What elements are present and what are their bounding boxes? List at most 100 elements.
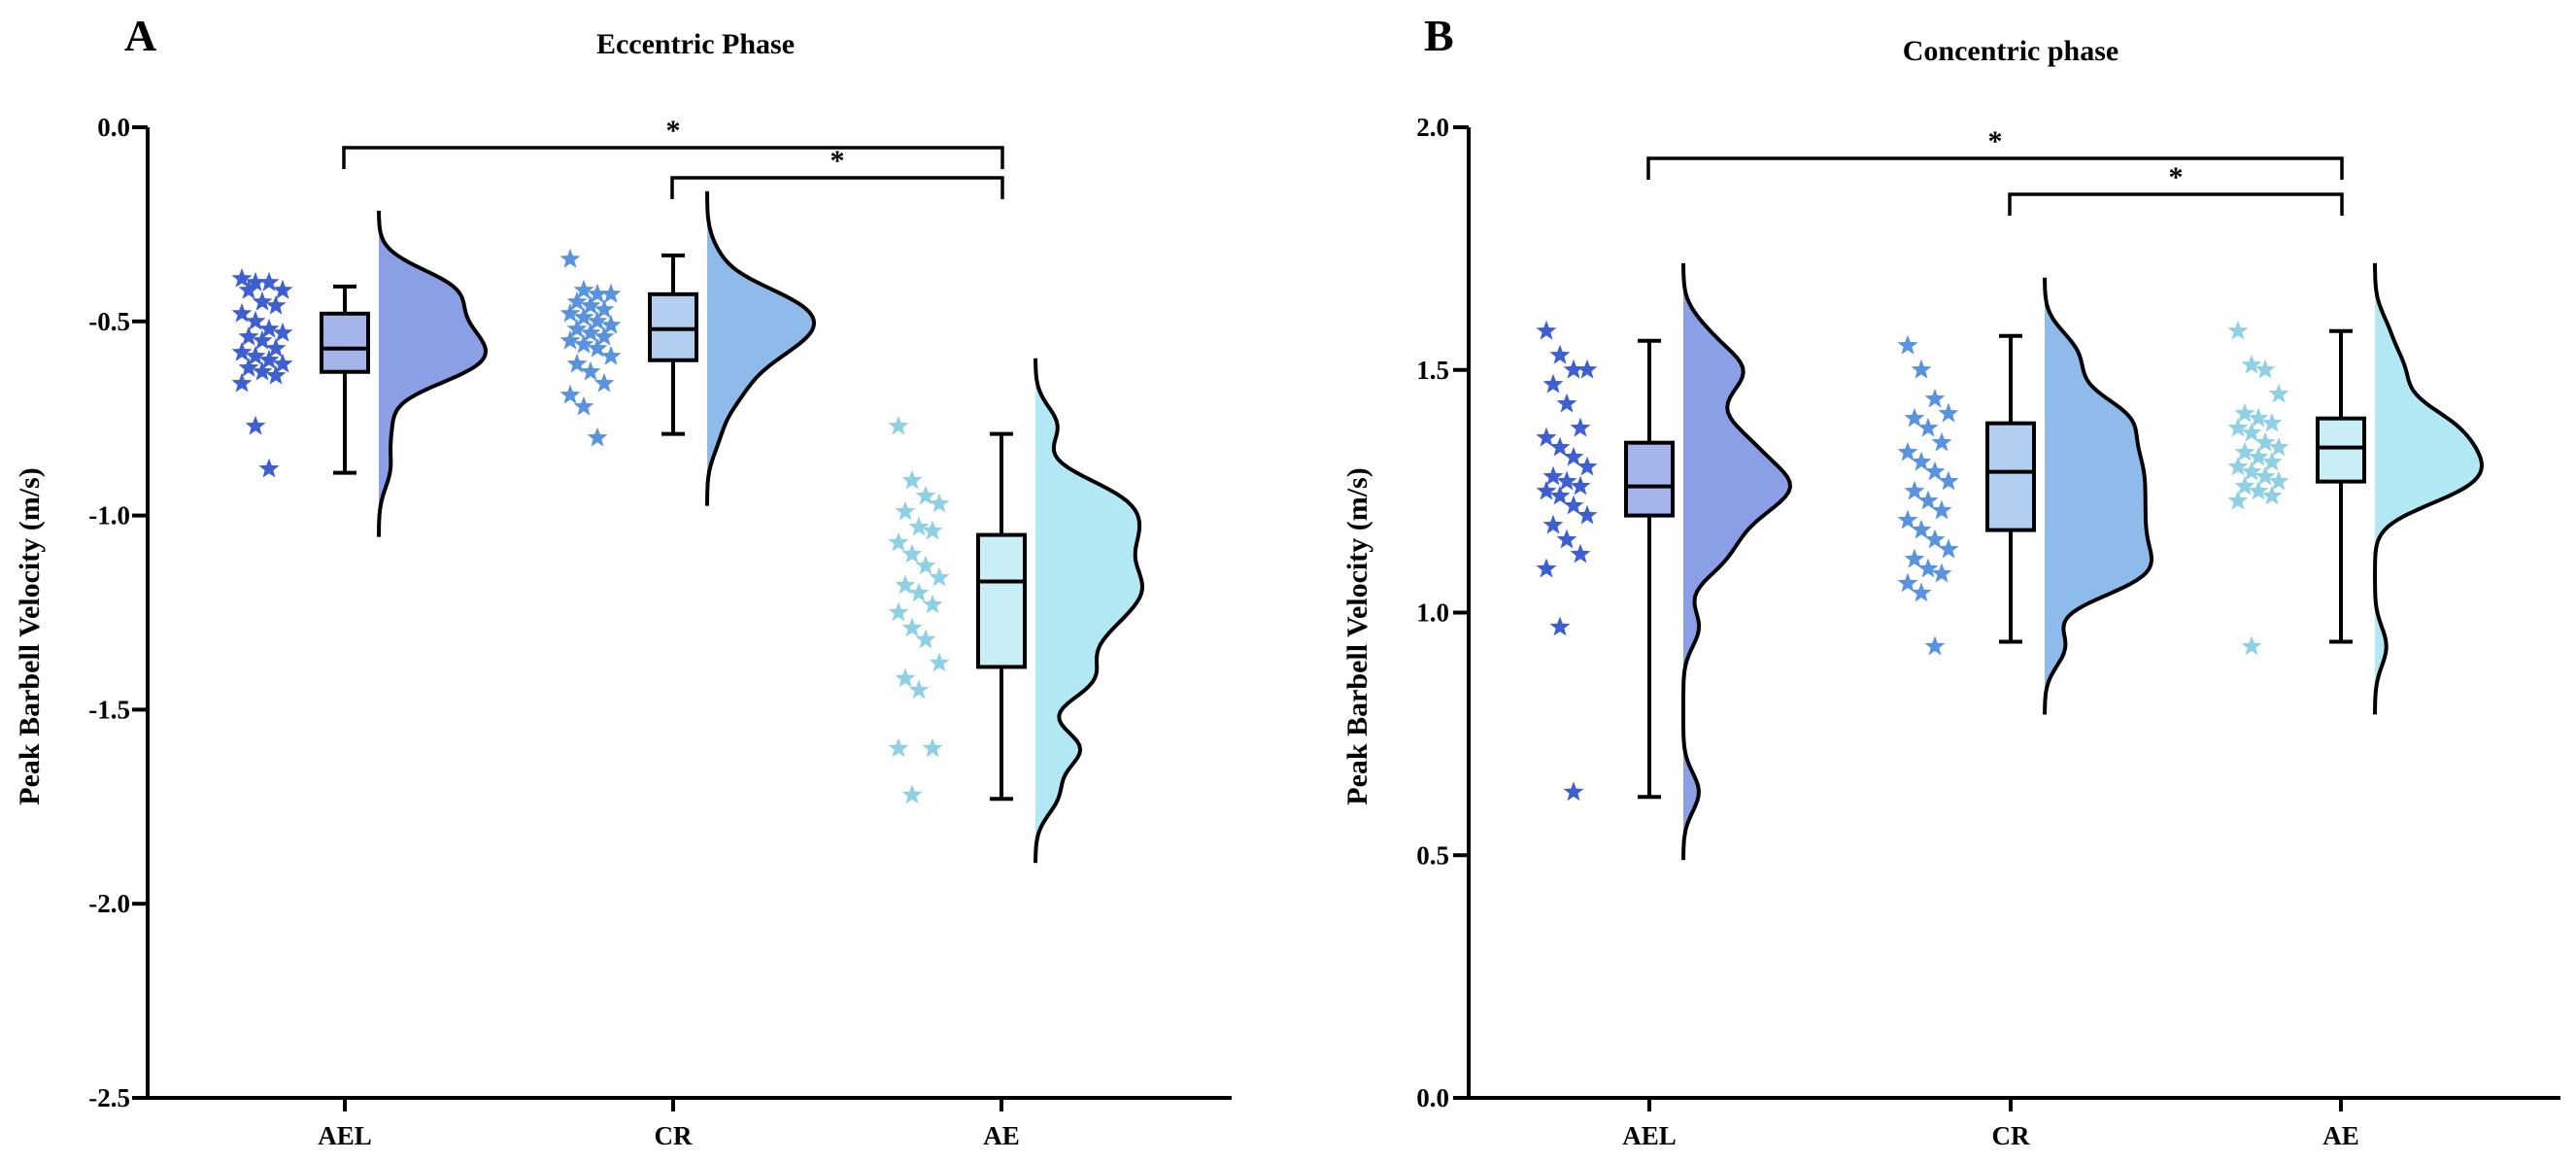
violin-fill (1683, 262, 1790, 861)
y-tick-label: 0.0 (97, 113, 130, 142)
data-point (238, 357, 259, 377)
box-iqr (320, 311, 370, 374)
data-point (2227, 490, 2249, 510)
box-iqr (2316, 416, 2366, 484)
group-ae (2227, 262, 2485, 715)
data-point (580, 360, 601, 381)
data-point (252, 329, 273, 350)
panel-a-title: Eccentric Phase (596, 28, 795, 60)
data-point (231, 267, 253, 288)
data-point (559, 248, 581, 268)
data-point (1536, 480, 1557, 500)
data-point (580, 294, 601, 315)
data-point (587, 337, 608, 358)
data-point (1911, 451, 1932, 471)
data-point (1904, 480, 1925, 500)
data-point (587, 310, 608, 330)
data-point (2254, 465, 2276, 486)
data-point (2234, 402, 2255, 423)
data-point (272, 353, 293, 373)
panel-b-groups (1536, 262, 2485, 861)
data-point (922, 737, 943, 758)
violin-fill (2375, 262, 2482, 715)
panel-a-significance: ** (342, 115, 1004, 199)
data-point (245, 415, 266, 435)
data-point (915, 629, 936, 649)
data-point (1563, 495, 1584, 515)
data-point (238, 279, 259, 299)
data-point (559, 302, 581, 323)
significance-bracket (342, 146, 1004, 169)
panel-b-title: Concentric phase (1903, 35, 2118, 67)
data-point (245, 310, 266, 330)
data-point (272, 279, 293, 299)
violin-outline (2043, 277, 2154, 715)
group-ael (231, 210, 489, 537)
data-point (573, 306, 594, 326)
data-point (1576, 359, 1598, 379)
data-point (2268, 470, 2289, 491)
data-point (888, 737, 909, 758)
y-tick-label: -2.5 (88, 1083, 130, 1112)
data-point (901, 543, 923, 564)
significance-label: * (2169, 161, 2184, 193)
group-cr (559, 190, 817, 506)
data-point (600, 345, 622, 365)
data-point (1904, 407, 1925, 427)
x-tick-label: CR (1992, 1121, 2030, 1150)
violin-fill (2045, 277, 2152, 715)
data-point (231, 302, 253, 323)
data-point (231, 372, 253, 393)
data-point (915, 555, 936, 575)
data-point (1536, 427, 1557, 447)
data-point (908, 516, 930, 536)
data-point (1556, 529, 1577, 549)
y-tick-label: 1.0 (1416, 598, 1449, 628)
significance-label: * (830, 145, 845, 177)
violin-fill (379, 210, 486, 537)
data-point (1563, 446, 1584, 466)
data-point (600, 283, 622, 303)
data-point (1549, 485, 1571, 505)
data-point (1911, 582, 1932, 602)
panel-a: A Eccentric Phase Peak Barbell Velocity … (14, 11, 1232, 1150)
data-point (1897, 572, 1918, 593)
data-point (1563, 359, 1584, 379)
data-point (908, 679, 930, 700)
panel-a-y-axis-label: Peak Barbell Velocity (m/s) (14, 467, 46, 804)
panel-b-y-axis-label: Peak Barbell Velocity (m/s) (1341, 467, 1373, 804)
data-point (258, 349, 280, 369)
data-point (1924, 388, 1946, 408)
data-point (265, 294, 287, 315)
data-point (1542, 514, 1564, 534)
data-point (1897, 441, 1918, 461)
x-tick-label: AEL (1622, 1121, 1677, 1150)
data-point (901, 784, 923, 804)
data-point (1938, 402, 1959, 423)
data-point (1911, 359, 1932, 379)
data-point (2248, 407, 2269, 427)
data-point (922, 594, 943, 614)
panel-a-y-ticks: 0.0 -0.5 -1.0 -1.5 -2.0 -2.5 (88, 113, 148, 1112)
panel-letter-b: B (1424, 11, 1454, 60)
data-point (1897, 334, 1918, 355)
data-point (888, 601, 909, 622)
data-point (231, 341, 253, 361)
x-tick-label: AE (983, 1121, 1020, 1150)
data-point (2227, 417, 2249, 437)
data-point (2234, 475, 2255, 496)
data-point (1917, 417, 1939, 437)
data-point (895, 667, 916, 688)
data-point (245, 345, 266, 365)
data-point (1938, 470, 1959, 491)
x-tick-label: AEL (318, 1121, 372, 1150)
data-point (1549, 436, 1571, 457)
data-point (1911, 519, 1932, 539)
panel-b: B Concentric phase Peak Barbell Velocity… (1341, 11, 2560, 1150)
significance-bracket (670, 176, 1004, 199)
violin-outline (705, 190, 817, 506)
data-point (573, 395, 594, 416)
data-point (265, 337, 287, 358)
data-point (265, 364, 287, 385)
data-point (929, 493, 950, 513)
